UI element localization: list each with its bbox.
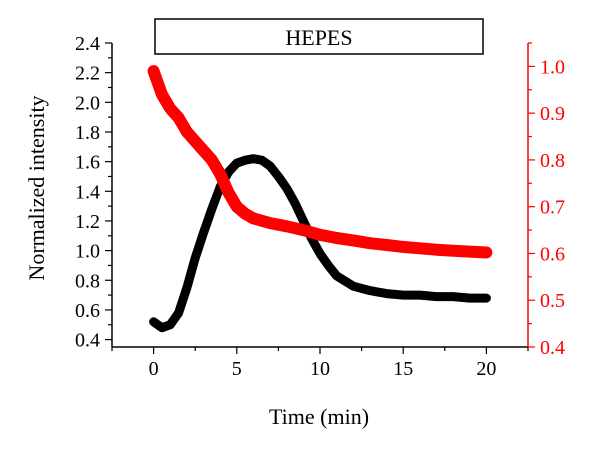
y-left-tick-label: 0.4 — [75, 330, 100, 352]
data-point — [210, 158, 214, 162]
data-point — [160, 326, 164, 330]
data-point — [484, 251, 488, 255]
data-point — [318, 252, 322, 256]
data-point — [276, 174, 280, 178]
data-point — [152, 320, 156, 324]
data-point — [218, 172, 222, 176]
data-point — [226, 191, 230, 195]
y-left-tick-label: 1.4 — [75, 181, 100, 203]
x-tick-label: 5 — [232, 358, 242, 380]
data-point — [152, 69, 156, 73]
data-point — [185, 286, 189, 290]
data-point — [160, 92, 164, 96]
data-point — [351, 238, 355, 242]
data-point — [285, 186, 289, 190]
x-tick-label: 10 — [310, 358, 330, 380]
x-axis-label: Time (min) — [269, 404, 369, 429]
data-point — [335, 236, 339, 240]
y-right-tick-label: 0.5 — [540, 290, 565, 312]
y-left-tick-label: 2.0 — [75, 92, 100, 114]
data-point — [484, 296, 488, 300]
data-point — [351, 284, 355, 288]
data-point — [235, 161, 239, 165]
data-point — [434, 248, 438, 252]
data-point — [468, 250, 472, 254]
y-left-tick-label: 0.6 — [75, 300, 100, 322]
data-point — [202, 149, 206, 153]
y-right-tick-label: 1.0 — [540, 56, 565, 78]
data-point — [368, 289, 372, 293]
data-point — [285, 224, 289, 228]
series-black-line — [149, 154, 491, 333]
data-point — [260, 158, 264, 162]
data-point — [468, 296, 472, 300]
y-left-tick-label: 1.0 — [75, 241, 100, 263]
data-point — [177, 116, 181, 120]
data-point — [243, 212, 247, 216]
series-layer — [147, 65, 493, 333]
y-right-tick-label: 0.9 — [540, 103, 565, 125]
y-right-tick-label: 0.8 — [540, 150, 565, 172]
data-point — [418, 246, 422, 250]
data-point — [168, 106, 172, 110]
data-point — [202, 231, 206, 235]
y-right-tick-label: 0.6 — [540, 243, 565, 265]
annotation-box — [154, 18, 484, 55]
data-point — [251, 216, 255, 220]
data-point — [243, 158, 247, 162]
y-left-tick-label: 2.2 — [75, 63, 100, 85]
y-left-tick-label: 0.8 — [75, 270, 100, 292]
data-point — [368, 241, 372, 245]
data-point — [326, 263, 330, 267]
data-point — [268, 164, 272, 168]
axes-layer: 0 5 10 15 20 0.4 0.6 0.8 1.0 1.2 1.4 1.6 1.8 2.0 2.2 2.… — [75, 33, 565, 380]
annotation-label: HEPES — [285, 25, 352, 50]
data-point — [385, 243, 389, 247]
data-point — [335, 274, 339, 278]
data-point — [385, 292, 389, 296]
data-point — [301, 228, 305, 232]
data-point — [401, 245, 405, 249]
x-tick-label: 0 — [149, 358, 159, 380]
data-point — [177, 311, 181, 315]
data-point — [418, 293, 422, 297]
data-point — [268, 221, 272, 225]
data-point — [193, 256, 197, 260]
data-point — [434, 295, 438, 299]
data-point — [293, 201, 297, 205]
data-point — [235, 205, 239, 209]
y-right-tick-label: 0.4 — [540, 337, 565, 359]
data-point — [193, 139, 197, 143]
x-tick-label: 20 — [476, 358, 496, 380]
data-point — [301, 219, 305, 223]
data-point — [451, 249, 455, 253]
labels-layer: HEPES Time (min) Normalized intensity — [24, 18, 484, 429]
y-left-tick-label: 1.6 — [75, 152, 100, 174]
data-point — [401, 293, 405, 297]
data-point — [168, 323, 172, 327]
data-point — [185, 130, 189, 134]
data-point — [210, 207, 214, 211]
y-left-tick-label: 1.8 — [75, 122, 100, 144]
data-point — [318, 233, 322, 237]
data-point — [451, 295, 455, 299]
data-point — [226, 170, 230, 174]
x-tick-label: 15 — [393, 358, 413, 380]
y-right-tick-label: 0.7 — [540, 197, 565, 219]
y-left-tick-label: 2.4 — [75, 33, 100, 55]
y-axis-label: Normalized intensity — [24, 95, 49, 280]
data-point — [251, 157, 255, 161]
y-left-tick-label: 1.2 — [75, 211, 100, 233]
